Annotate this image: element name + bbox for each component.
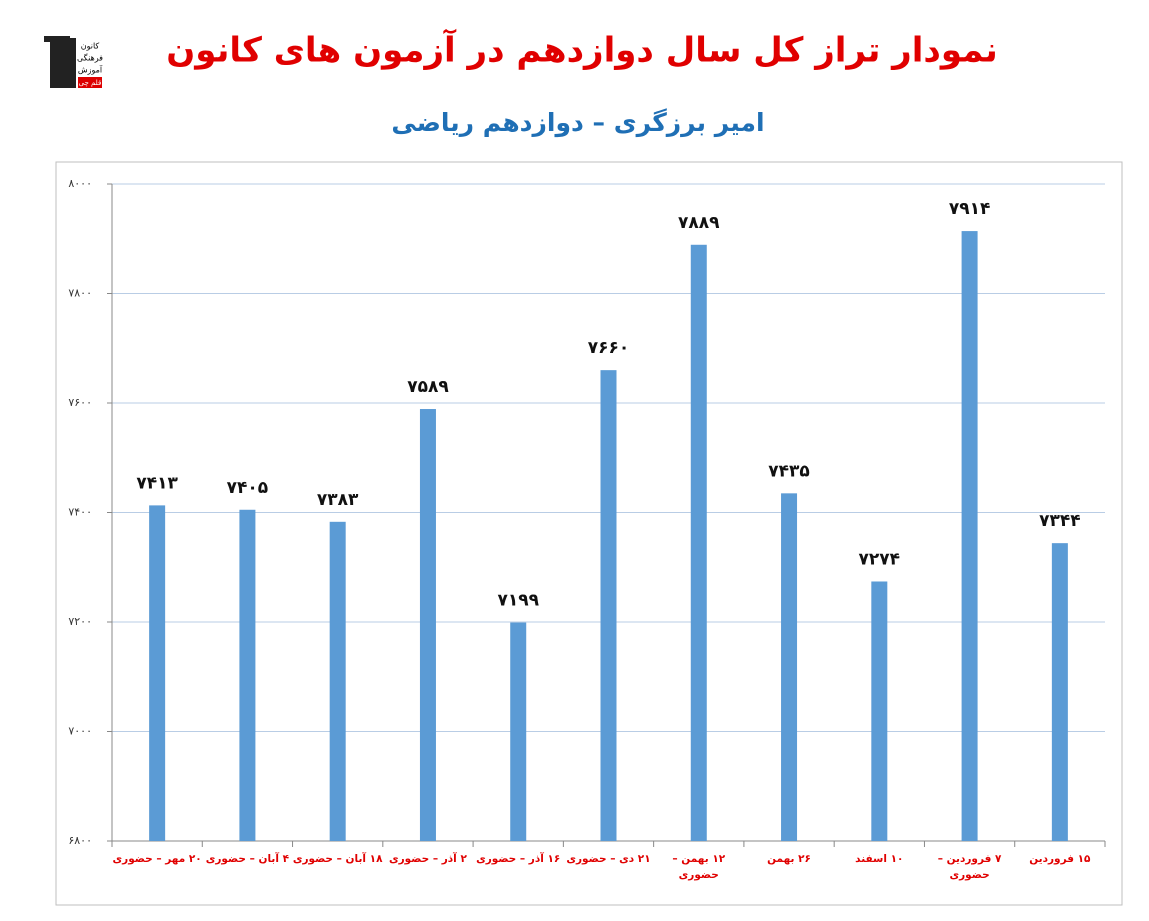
chart-title: نمودار تراز کل سال دوازدهم در آزمون های …: [166, 29, 998, 71]
data-label: ۷۲۷۴: [859, 549, 901, 569]
bar: [510, 622, 527, 841]
x-tick-label-box: ۱۵ فروردین: [1029, 853, 1091, 865]
x-tick-label: ۴ آبان – حضوری: [205, 853, 290, 865]
x-tick-label-box: ۱۰ اسفند: [855, 853, 904, 865]
bar: [961, 231, 978, 841]
x-tick-label: ۲۱ دی – حضوری: [566, 853, 651, 865]
plot-frame: [55, 161, 1123, 906]
x-tick-label-box: ۲۶ بهمن: [767, 853, 811, 865]
y-tick-label: ۷۰۰۰: [68, 725, 92, 738]
x-tick-label: ۲۰ مهر – حضوری: [112, 853, 202, 865]
data-label: ۷۹۱۴: [949, 199, 991, 219]
x-tick-label-box: ۱۲ بهمن – حضوری: [672, 853, 726, 881]
x-tick-label-box: ۱۸ آبان – حضوری: [292, 853, 383, 865]
data-label: ۷۴۰۵: [227, 478, 269, 498]
bar: [781, 493, 798, 841]
x-tick-label-box: ۷ فروردین – حضوری: [937, 853, 1002, 881]
data-label: ۷۵۸۹: [407, 377, 449, 397]
data-label: ۷۸۸۹: [678, 213, 720, 233]
bar: [1051, 543, 1068, 841]
chart-subtitle: امیر برزگری – دوازدهم ریاضی: [391, 108, 764, 138]
logo-figure: [50, 38, 76, 88]
x-tick-label: ۱۲ بهمن – حضوری: [672, 853, 726, 881]
bar: [871, 581, 888, 841]
data-label: ۷۳۸۳: [317, 490, 359, 510]
logo: کانون فرهنگی آموزش قلم چی: [44, 36, 103, 88]
data-label: ۷۴۱۳: [136, 473, 178, 493]
x-tick-label: ۲۶ بهمن: [767, 853, 811, 865]
x-tick-label: ۱۰ اسفند: [855, 853, 904, 865]
x-tick-label: ۱۵ فروردین: [1029, 853, 1091, 865]
bar: [600, 370, 617, 841]
y-tick-label: ۷۶۰۰: [68, 396, 92, 409]
bar: [329, 521, 346, 841]
logo-text: قلم چی: [79, 79, 102, 87]
x-tick-label-box: ۴ آبان – حضوری: [205, 853, 290, 865]
logo-text: فرهنگی: [77, 53, 103, 63]
logo-text: آموزش: [78, 65, 103, 75]
x-tick-label: ۱۸ آبان – حضوری: [292, 853, 383, 865]
bar: [419, 409, 436, 841]
x-tick-label-box: ۲ آذر – حضوری: [389, 853, 467, 865]
y-tick-label: ۷۲۰۰: [68, 615, 92, 628]
bar: [149, 505, 166, 841]
y-tick-label: ۶۸۰۰: [68, 834, 92, 847]
x-tick-label: ۱۶ آذر – حضوری: [476, 853, 561, 865]
x-tick-label-box: ۲۱ دی – حضوری: [566, 853, 651, 865]
y-tick-label: ۷۸۰۰: [68, 287, 92, 300]
logo-text: کانون: [81, 42, 100, 51]
data-label: ۷۳۴۴: [1039, 511, 1081, 531]
x-tick-label-box: ۲۰ مهر – حضوری: [112, 853, 202, 865]
y-tick-label: ۷۴۰۰: [68, 506, 92, 519]
x-tick-label-box: ۱۶ آذر – حضوری: [476, 853, 561, 865]
bar: [690, 244, 707, 841]
data-label: ۷۶۶۰: [588, 338, 630, 358]
data-label: ۷۴۳۵: [768, 461, 810, 481]
y-tick-label: ۸۰۰۰: [68, 177, 92, 190]
x-tick-label: ۲ آذر – حضوری: [389, 853, 467, 865]
bar: [239, 509, 256, 841]
logo-cap: [44, 36, 70, 42]
logo-badge: [78, 77, 102, 88]
data-label: ۷۱۹۹: [497, 591, 539, 611]
x-tick-label: ۷ فروردین – حضوری: [937, 853, 1002, 881]
